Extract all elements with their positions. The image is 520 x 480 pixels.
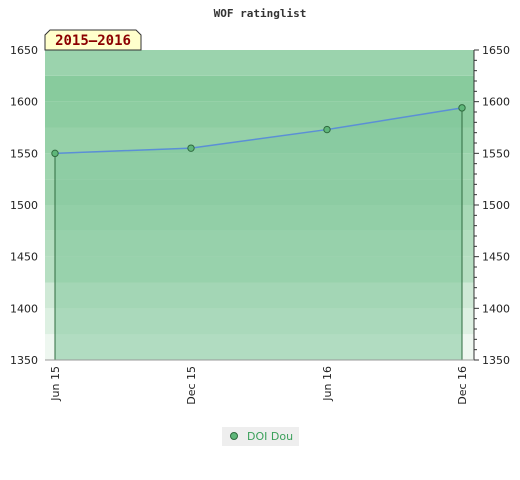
y-tick-label-right: 1350 [482, 354, 510, 367]
season-label: 2015–2016 [55, 33, 131, 49]
x-tick-label: Jun 16 [321, 366, 334, 402]
data-point[interactable] [458, 104, 466, 112]
background-band [45, 50, 474, 76]
series-line [54, 107, 463, 155]
y-tick-label-left: 1650 [10, 44, 38, 57]
x-axis: Jun 15 Dec 15 Jun 16 Dec 16 [45, 359, 474, 405]
season-label-box: 2015–2016 [44, 29, 142, 51]
y-tick-label-left: 1500 [10, 199, 38, 212]
data-point[interactable] [323, 125, 331, 134]
data-point[interactable] [51, 149, 59, 158]
background-band [45, 75, 474, 102]
y-tick-label-left: 1400 [10, 302, 38, 315]
y-tick-label-right: 1500 [482, 199, 510, 212]
y-tick-label-right: 1600 [482, 96, 510, 109]
data-point[interactable] [187, 144, 195, 152]
chart-title: WOF ratinglist [214, 7, 307, 20]
y-tick-label-right: 1450 [482, 251, 510, 264]
y-tick-label-left: 1600 [10, 96, 38, 109]
x-tick-label: Dec 15 [185, 366, 198, 405]
legend-marker-icon [230, 432, 238, 440]
series-markers [51, 104, 466, 158]
legend-entry-label: DOI Dou [247, 430, 293, 443]
y-tick-label-left: 1450 [10, 251, 38, 264]
y-tick-label-right: 1400 [482, 302, 510, 315]
y-tick-label-right: 1550 [482, 147, 510, 160]
x-tick-label: Jun 15 [49, 366, 62, 402]
legend-background [222, 427, 299, 446]
y-tick-label-right: 1650 [482, 44, 510, 57]
series-droplines [54, 107, 463, 360]
y-tick-label-left: 1350 [10, 354, 38, 367]
y-axis-left: 1350 1400 1450 1500 1550 1600 1650 [10, 44, 38, 367]
season-label-background [44, 29, 142, 51]
series-area [55, 107, 462, 360]
y-tick-label-left: 1550 [10, 147, 38, 160]
x-tick-label: Dec 16 [456, 366, 469, 405]
legend[interactable]: DOI Dou [222, 427, 299, 446]
y-axis-right: 1350 1400 1450 1500 1550 1600 1650 [473, 44, 510, 367]
